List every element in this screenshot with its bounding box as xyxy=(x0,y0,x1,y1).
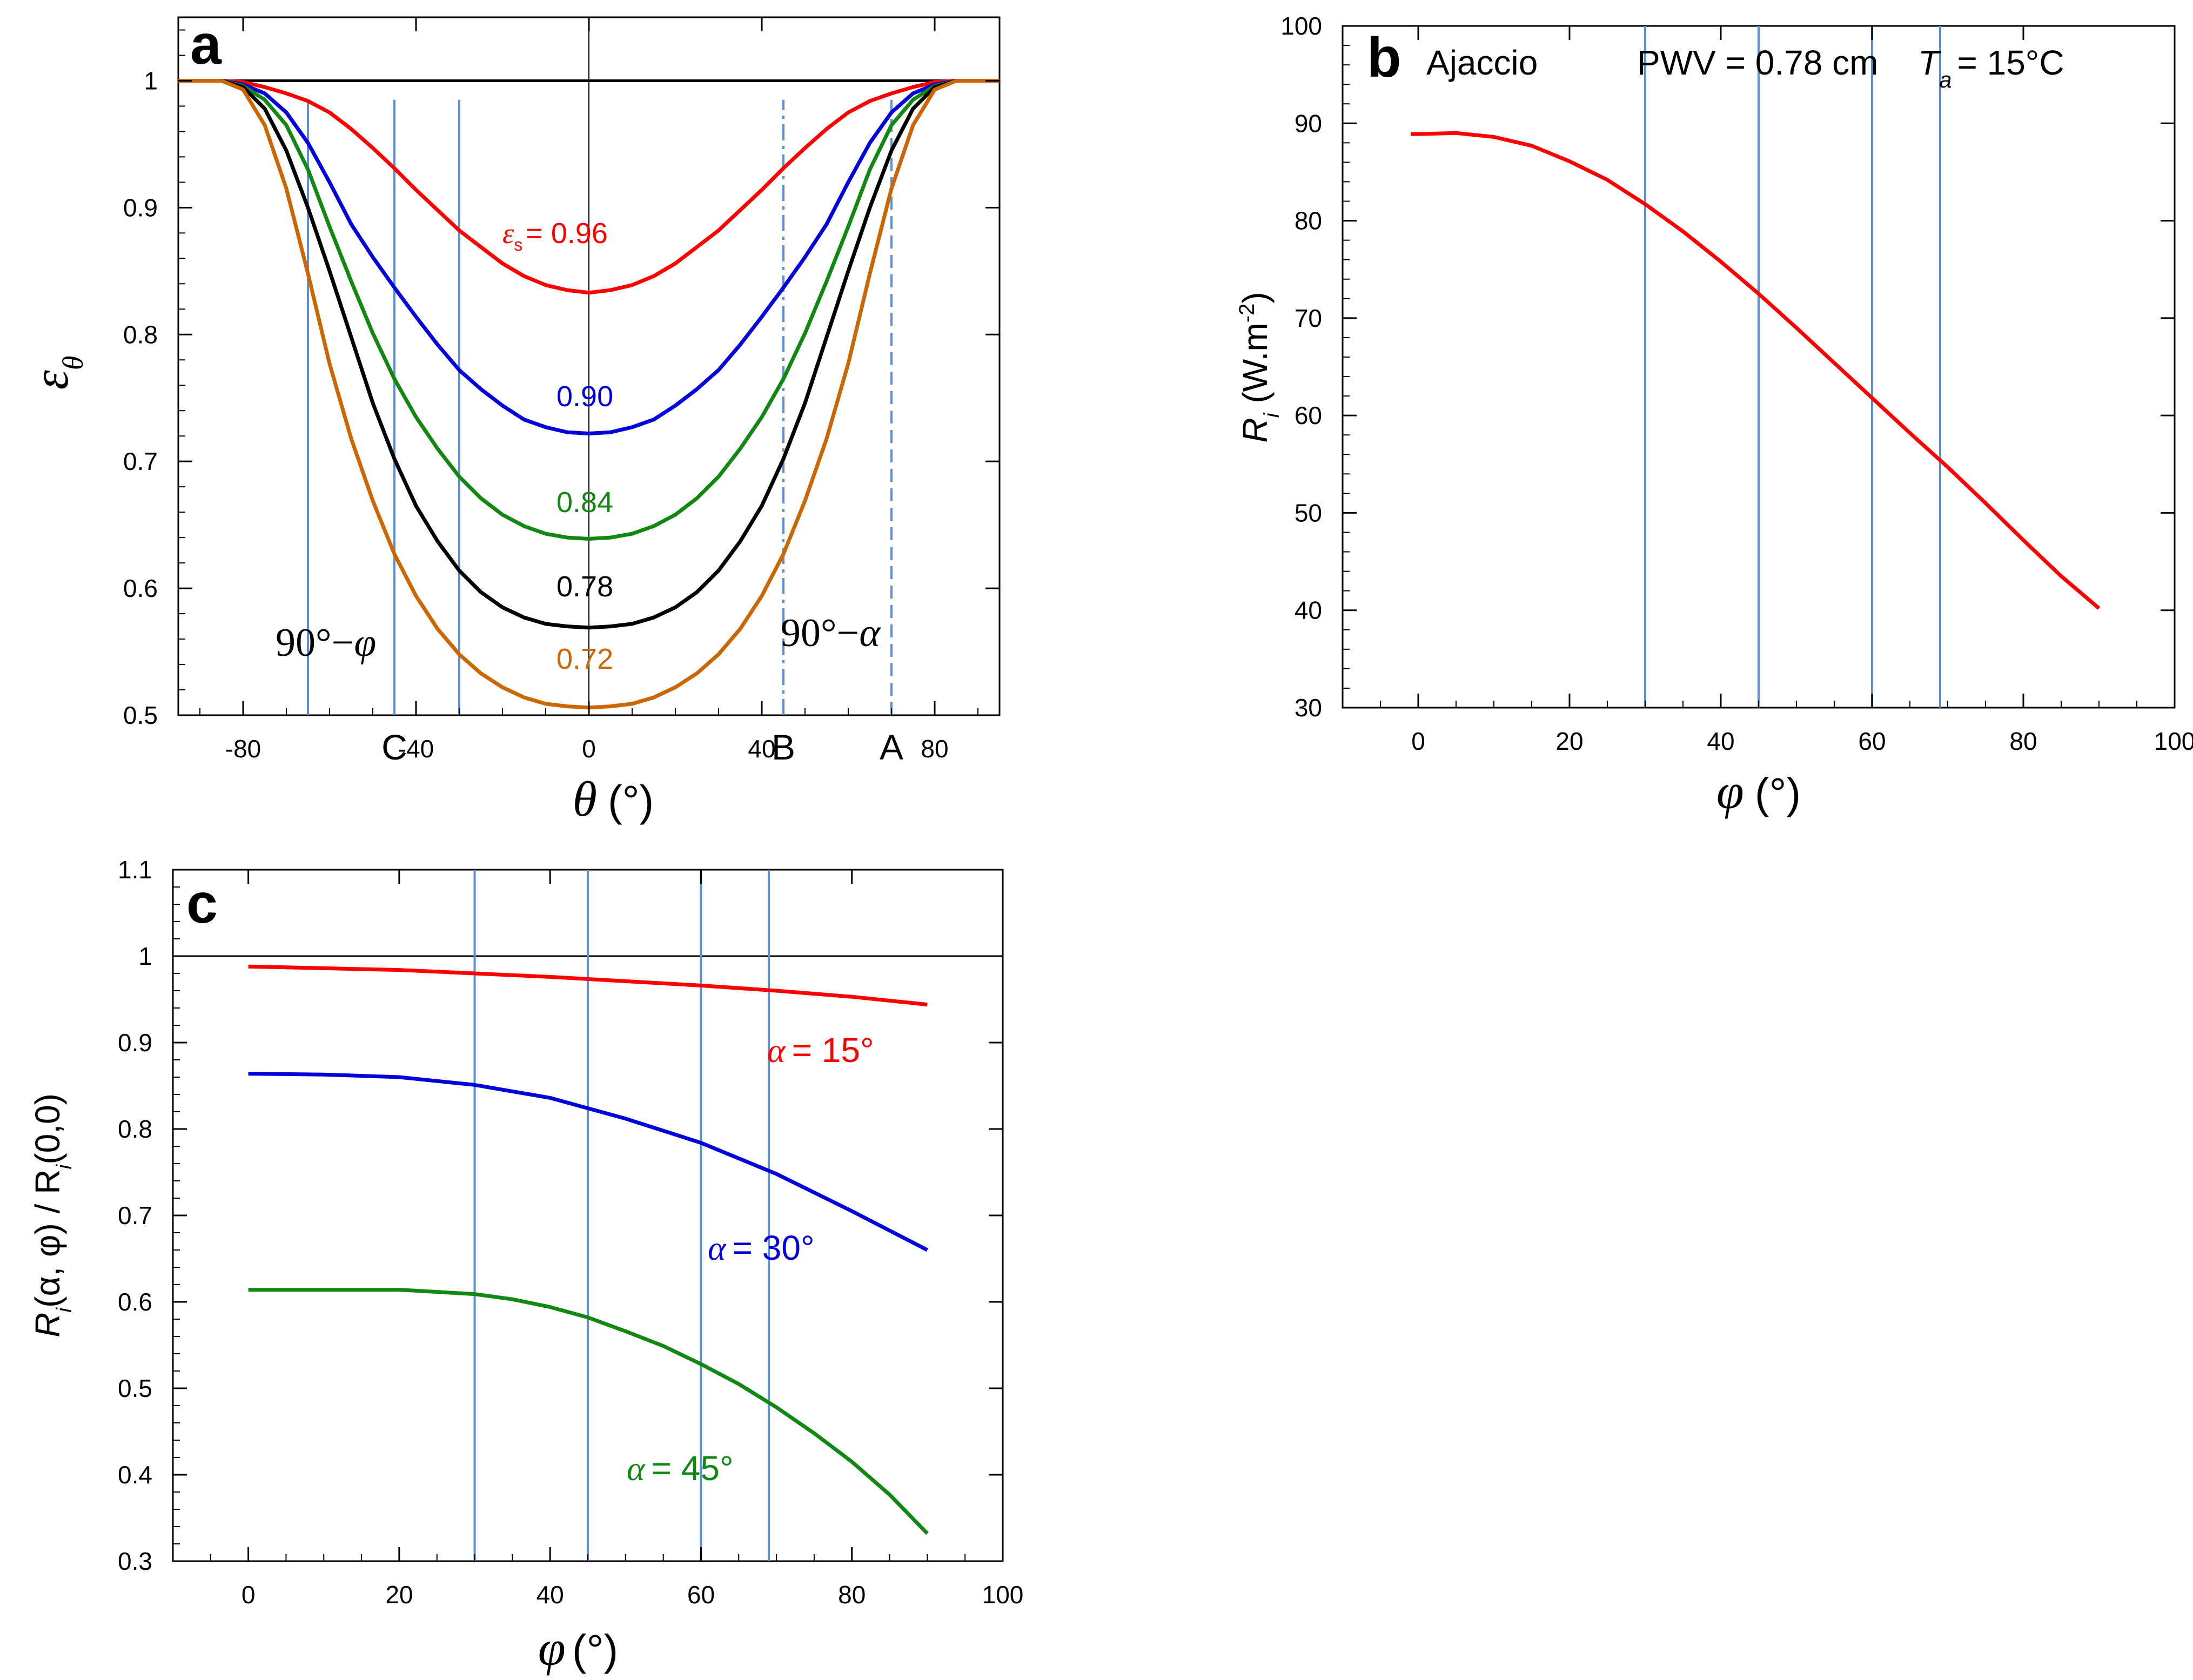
a-y-tick-label: 1 xyxy=(144,66,158,95)
a-series-0.96 xyxy=(178,79,1000,295)
a-label-072: 0.72 xyxy=(556,643,613,675)
a-x-letter-C: C xyxy=(381,727,407,767)
a-series-0.90 xyxy=(178,79,1000,435)
b-x-tick-label: 60 xyxy=(1858,727,1886,755)
panel-a: -80 -40 0 40 80 0.5 0.6 0.7 0.8 0.9 1 C B A a εs = 0.9… xyxy=(23,14,1001,826)
c-x-axis-label: φ (°) xyxy=(538,1621,618,1676)
a-label-096: εs = 0.96 xyxy=(502,217,608,254)
b-y-tick-label: 50 xyxy=(1295,499,1322,527)
a-x-tick-label: -40 xyxy=(398,735,434,763)
b-ta: Ta = 15°C xyxy=(1918,43,2064,92)
c-x-tick-label: 0 xyxy=(242,1581,256,1609)
c-y-axis-label: Ri(α, φ) / Ri(0,0) xyxy=(28,1093,76,1338)
a-right-guide-label: 90°−α xyxy=(781,611,881,655)
c-x-tick-label: 100 xyxy=(982,1581,1024,1609)
b-location: Ajaccio xyxy=(1426,43,1538,82)
c-y-tick-label: 0.4 xyxy=(118,1461,152,1489)
c-y-tick-label: 0.3 xyxy=(118,1547,152,1575)
b-x-tick-label: 100 xyxy=(2154,727,2193,755)
c-x-tick-label: 20 xyxy=(385,1581,413,1609)
a-x-tick-label: 40 xyxy=(748,735,775,763)
a-x-tick-label: 80 xyxy=(921,735,948,763)
c-series-1 xyxy=(248,1072,929,1252)
b-x-axis-label: φ (°) xyxy=(1716,764,1801,819)
c-y-tick-label: 0.8 xyxy=(118,1115,152,1143)
b-y-tick-label: 100 xyxy=(1280,12,1322,40)
a-x-tick-label: 0 xyxy=(582,735,596,763)
b-x-tick-label: 40 xyxy=(1707,727,1734,755)
panel-a-letter: a xyxy=(190,14,222,76)
b-series-Ri xyxy=(1411,131,2101,610)
c-x-tick-label: 60 xyxy=(687,1581,715,1609)
c-y-tick-label: 0.9 xyxy=(118,1029,152,1057)
c-label-alpha45: α = 45° xyxy=(627,1449,734,1488)
panel-c-letter: c xyxy=(186,872,218,935)
c-series-2 xyxy=(248,1288,929,1535)
a-y-tick-label: 0.8 xyxy=(123,320,158,348)
c-x-tick-label: 80 xyxy=(838,1581,866,1609)
a-x-axis-label: θ (°) xyxy=(573,771,654,826)
a-left-guide-label: 90°−φ xyxy=(276,621,376,665)
a-x-letter-B: B xyxy=(772,727,795,767)
c-y-tick-label: 0.5 xyxy=(118,1374,152,1402)
b-y-tick-label: 60 xyxy=(1295,401,1322,429)
b-y-axis-label: Ri(W.m-2) xyxy=(1235,292,1284,442)
a-label-078: 0.78 xyxy=(556,570,613,603)
a-x-letter-A: A xyxy=(880,727,903,767)
b-y-tick-label: 30 xyxy=(1295,694,1322,722)
c-label-alpha15: α = 15° xyxy=(767,1031,874,1070)
b-x-tick-label: 0 xyxy=(1411,727,1425,755)
a-label-090: 0.90 xyxy=(556,380,613,413)
a-y-tick-label: 0.5 xyxy=(123,701,158,729)
a-y-axis-label: εθ xyxy=(23,356,89,390)
c-label-alpha30: α = 30° xyxy=(708,1228,815,1267)
b-y-tick-label: 90 xyxy=(1295,109,1322,137)
a-series-0.78 xyxy=(178,79,1000,630)
b-x-tick-label: 80 xyxy=(2009,727,2037,755)
b-y-tick-label: 40 xyxy=(1295,596,1322,624)
panel-b-letter: b xyxy=(1367,26,1401,89)
c-x-tick-label: 40 xyxy=(536,1581,564,1609)
a-y-tick-label: 0.6 xyxy=(123,574,158,602)
b-y-tick-label: 70 xyxy=(1295,304,1322,332)
c-y-tick-label: 1 xyxy=(138,942,152,970)
c-series-0 xyxy=(248,964,928,1007)
a-label-084: 0.84 xyxy=(556,486,613,519)
a-y-tick-label: 0.9 xyxy=(123,193,158,221)
a-y-tick-label: 0.7 xyxy=(123,447,158,475)
a-series-0.84 xyxy=(178,79,1000,541)
b-y-tick-label: 80 xyxy=(1295,207,1322,235)
c-y-tick-label: 0.7 xyxy=(118,1201,152,1229)
b-x-tick-label: 20 xyxy=(1555,727,1583,755)
a-x-tick-label: -80 xyxy=(225,735,261,763)
b-pwv: PWV = 0.78 cm xyxy=(1637,43,1878,82)
c-y-tick-label: 0.6 xyxy=(118,1288,152,1316)
c-y-tick-label: 1.1 xyxy=(118,856,152,884)
